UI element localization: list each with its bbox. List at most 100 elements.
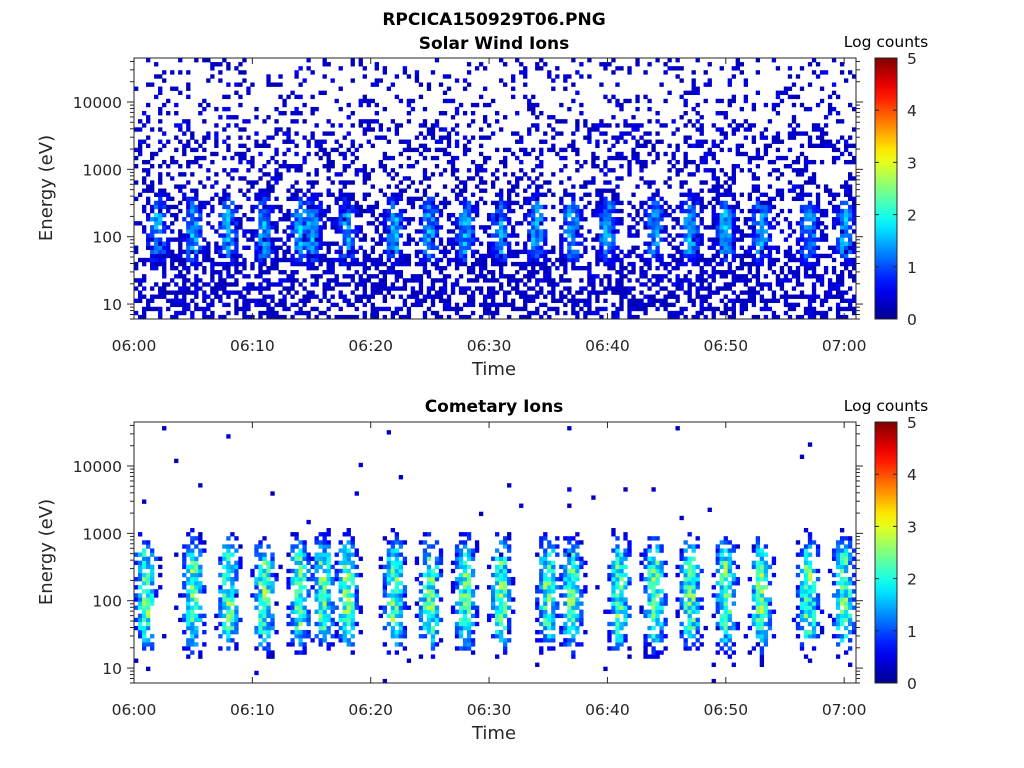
heatmap-cell — [222, 221, 227, 226]
heatmap-cell — [675, 221, 680, 226]
heatmap-cell — [755, 221, 761, 226]
heatmap-cell — [258, 576, 263, 582]
heatmap-cell — [639, 135, 644, 140]
heatmap-cell — [390, 237, 396, 242]
heatmap-cell — [655, 139, 660, 144]
heatmap-cell — [707, 82, 712, 87]
heatmap-cell — [418, 261, 424, 267]
heatmap-cell — [823, 265, 829, 271]
heatmap-cell — [659, 217, 664, 222]
heatmap-cell — [482, 86, 488, 91]
heatmap-cell — [851, 217, 857, 222]
heatmap-cell — [298, 233, 303, 238]
heatmap-cell — [350, 274, 355, 279]
heatmap-cell — [547, 115, 552, 120]
heatmap-cell — [691, 196, 696, 202]
heatmap-cell — [575, 314, 580, 320]
heatmap-cell — [847, 143, 853, 149]
heatmap-cell — [815, 196, 821, 202]
heatmap-cell — [302, 159, 307, 165]
heatmap-cell — [591, 212, 596, 218]
heatmap-cell — [795, 131, 801, 136]
heatmap-cell — [719, 168, 724, 173]
heatmap-cell — [182, 310, 187, 316]
y-tick-label: 100 — [92, 229, 122, 247]
heatmap-cell — [210, 298, 215, 303]
heatmap-cell — [362, 257, 367, 263]
heatmap-cell — [691, 249, 696, 255]
heatmap-cell — [462, 257, 468, 263]
heatmap-cell — [322, 270, 327, 275]
heatmap-cell — [438, 147, 444, 153]
heatmap-cell — [474, 172, 480, 177]
heatmap-cell — [539, 302, 544, 308]
heatmap-cell — [695, 290, 700, 295]
heatmap-cell — [350, 302, 355, 308]
heatmap-cell — [603, 200, 608, 206]
heatmap-cell — [330, 217, 335, 222]
x-axis-label: Time — [471, 359, 516, 380]
heatmap-cell — [490, 270, 496, 275]
heatmap-cell — [687, 229, 692, 234]
heatmap-cell — [198, 613, 203, 619]
heatmap-cell — [402, 253, 408, 259]
heatmap-cell — [202, 155, 207, 161]
heatmap-cell — [511, 261, 516, 267]
heatmap-cell — [330, 221, 335, 226]
heatmap-cell — [446, 131, 452, 136]
heatmap-cell — [743, 94, 748, 100]
heatmap-cell — [298, 94, 303, 100]
heatmap-cell — [318, 245, 323, 250]
heatmap-cell — [198, 536, 203, 541]
heatmap-cell — [270, 188, 275, 193]
heatmap-cell — [218, 609, 223, 614]
heatmap-cell — [186, 589, 191, 594]
heatmap-cell — [707, 245, 712, 250]
heatmap-cell — [206, 58, 211, 63]
heatmap-cell — [731, 314, 736, 320]
heatmap-cell — [667, 261, 672, 267]
heatmap-cell — [190, 196, 195, 202]
heatmap-cell — [430, 237, 436, 242]
heatmap-cell — [442, 245, 448, 250]
heatmap-cell — [158, 74, 163, 79]
heatmap-cell — [306, 253, 311, 259]
heatmap-cell — [262, 572, 267, 578]
heatmap-cell — [599, 245, 604, 250]
heatmap-cell — [547, 257, 552, 263]
heatmap-cell — [382, 217, 387, 222]
heatmap-cell — [691, 70, 696, 75]
heatmap-cell — [238, 294, 243, 299]
heatmap-cell — [390, 294, 396, 299]
heatmap-cell — [667, 212, 672, 218]
heatmap-cell — [611, 155, 616, 161]
heatmap-cell — [807, 233, 813, 238]
heatmap-cell — [851, 159, 857, 165]
heatmap-cell — [723, 306, 728, 312]
heatmap-cell — [186, 544, 191, 549]
heatmap-cell — [306, 66, 311, 71]
heatmap-cell — [418, 290, 424, 295]
heatmap-cell — [178, 241, 183, 246]
heatmap-cell — [671, 164, 676, 169]
heatmap-cell — [230, 115, 235, 120]
heatmap-cell — [551, 286, 556, 291]
heatmap-cell — [759, 225, 765, 230]
heatmap-cell — [258, 597, 263, 602]
heatmap-cell — [226, 172, 231, 177]
heatmap-cell — [815, 192, 821, 197]
heatmap-cell — [294, 180, 299, 185]
heatmap-cell — [446, 298, 452, 303]
heatmap-cell — [146, 184, 151, 189]
heatmap-cell — [739, 151, 744, 157]
heatmap-cell — [214, 139, 219, 144]
heatmap-cell — [735, 204, 740, 210]
heatmap-cell — [358, 282, 363, 287]
heatmap-cell — [422, 200, 428, 206]
heatmap-cell — [851, 176, 857, 181]
heatmap-cell — [843, 180, 849, 185]
heatmap-cell — [202, 204, 207, 210]
heatmap-cell — [250, 204, 255, 210]
heatmap-cell — [294, 196, 299, 202]
heatmap-cell — [727, 123, 732, 128]
